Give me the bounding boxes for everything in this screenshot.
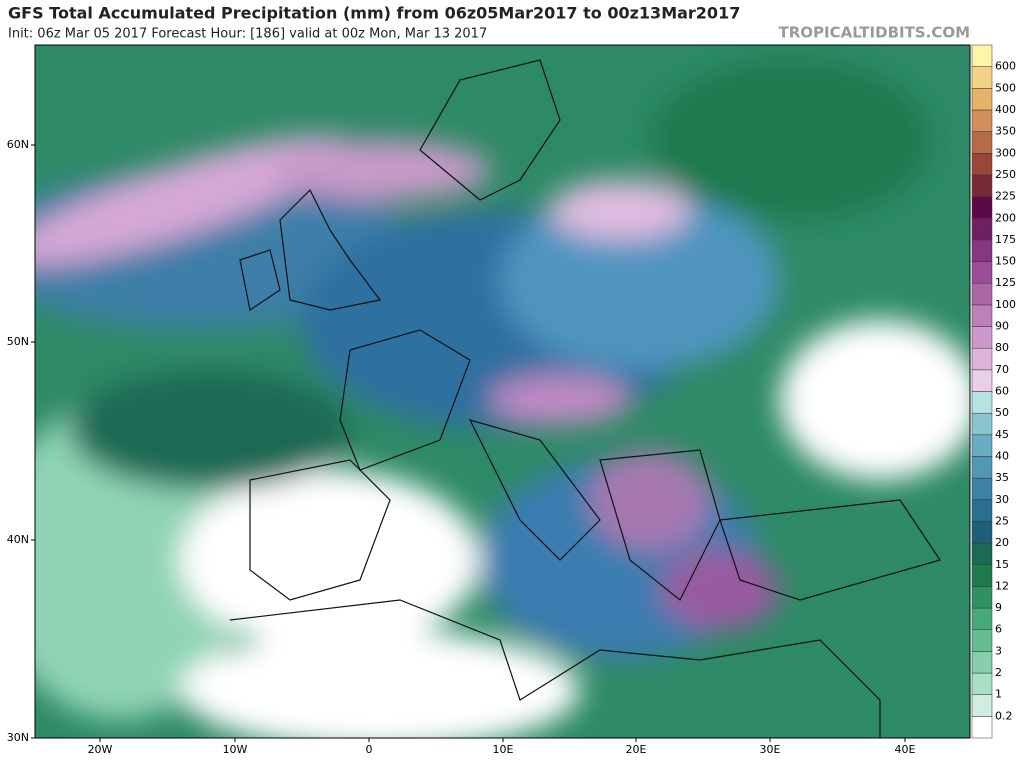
colorbar-label: 125 — [995, 276, 1016, 289]
colorbar-box — [971, 88, 993, 111]
lon-label: 20E — [626, 743, 647, 756]
lon-label: 0 — [366, 743, 373, 756]
colorbar-label: 100 — [995, 298, 1016, 311]
colorbar-box — [971, 282, 993, 306]
colorbar-box — [971, 477, 993, 501]
colorbar-box — [971, 109, 993, 132]
colorbar-label: 300 — [995, 146, 1016, 159]
colorbar-label: 20 — [995, 536, 1009, 549]
colorbar-label: 3 — [995, 644, 1002, 657]
colorbar-box — [971, 694, 993, 717]
colorbar-box — [971, 153, 993, 176]
colorbar-box — [971, 542, 993, 565]
lon-label: 40E — [895, 743, 916, 756]
site-name: TROPICALTIDBITS.COM — [779, 24, 971, 42]
colorbar-box — [971, 629, 993, 652]
colorbar-label: 175 — [995, 233, 1016, 246]
colorbar-label: 1 — [995, 688, 1002, 701]
precip-map — [35, 45, 970, 738]
colorbar-box — [971, 651, 993, 674]
colorbar-label: 12 — [995, 579, 1009, 592]
colorbar-box — [971, 521, 993, 544]
colorbar-box — [971, 456, 993, 479]
colorbar-label: 45 — [995, 428, 1009, 441]
lon-label: 10W — [223, 743, 248, 756]
colorbar-box — [971, 716, 993, 739]
colorbar-label: 70 — [995, 363, 1009, 376]
colorbar-box — [971, 369, 993, 392]
colorbar-label: 80 — [995, 341, 1009, 354]
colorbar-label: 60 — [995, 385, 1009, 398]
colorbar-box — [971, 412, 993, 436]
colorbar-label: 200 — [995, 211, 1016, 224]
colorbar-box — [971, 304, 993, 327]
title: GFS Total Accumulated Precipitation (mm)… — [8, 4, 740, 23]
colorbar-box — [971, 434, 993, 457]
lat-label: 60N — [7, 138, 29, 151]
colorbar-label: 9 — [995, 601, 1002, 614]
colorbar-label: 2 — [995, 666, 1002, 679]
colorbar-label: 150 — [995, 255, 1016, 268]
colorbar-box — [971, 218, 993, 241]
colorbar-box — [971, 239, 993, 262]
lon-label: 20W — [88, 743, 113, 756]
colorbar: 0.21236912152025303540455060708090100125… — [971, 44, 1016, 739]
colorbar-label: 30 — [995, 493, 1009, 506]
colorbar-label: 50 — [995, 406, 1009, 419]
colorbar-box — [971, 607, 993, 630]
colorbar-label: 40 — [995, 449, 1009, 462]
colorbar-label: 250 — [995, 168, 1016, 181]
colorbar-box — [971, 672, 993, 695]
colorbar-label: 500 — [995, 81, 1016, 94]
lat-label: 50N — [7, 335, 29, 348]
colorbar-box — [971, 174, 993, 197]
colorbar-box — [971, 499, 993, 522]
colorbar-box — [971, 261, 993, 284]
colorbar-label: 90 — [995, 320, 1009, 333]
lon-labels: 20W 10W 0 10E 20E 30E 40E — [88, 738, 916, 756]
lon-label: 30E — [760, 743, 781, 756]
subtitle: Init: 06z Mar 05 2017 Forecast Hour: [18… — [8, 27, 487, 42]
colorbar-label: 225 — [995, 190, 1016, 203]
colorbar-box — [971, 131, 993, 154]
colorbar-box — [971, 44, 993, 67]
colorbar-label: 6 — [995, 623, 1002, 636]
lat-label: 40N — [7, 533, 29, 546]
lat-label: 30N — [7, 731, 29, 744]
colorbar-box — [971, 326, 993, 349]
colorbar-label: 25 — [995, 514, 1009, 527]
colorbar-box — [971, 196, 993, 219]
lat-labels: 60N 50N 40N 30N — [7, 138, 35, 744]
colorbar-box — [971, 66, 993, 89]
colorbar-label: 400 — [995, 103, 1016, 116]
colorbar-box — [971, 564, 993, 587]
colorbar-box — [971, 347, 993, 371]
colorbar-label: 0.2 — [995, 709, 1013, 722]
colorbar-label: 350 — [995, 125, 1016, 138]
colorbar-box — [971, 586, 993, 609]
colorbar-label: 600 — [995, 60, 1016, 73]
lon-label: 10E — [493, 743, 514, 756]
colorbar-label: 15 — [995, 558, 1009, 571]
colorbar-label: 35 — [995, 471, 1009, 484]
colorbar-box — [971, 391, 993, 414]
